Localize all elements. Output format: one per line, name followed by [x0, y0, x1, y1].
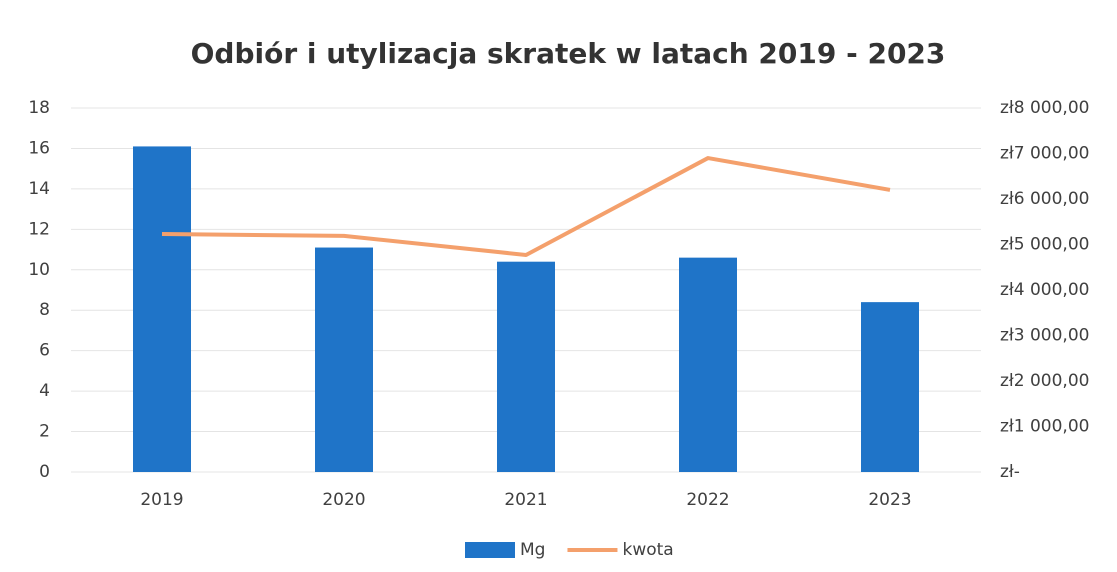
y2-tick-label: zł3 000,00 [1000, 326, 1089, 346]
y2-tick-label: zł- [1000, 462, 1020, 482]
y2-tick-label: zł1 000,00 [1000, 417, 1089, 437]
y2-tick-label: zł4 000,00 [1000, 280, 1089, 300]
x-tick-label: 2022 [686, 490, 729, 510]
legend-label: Mg [520, 540, 545, 560]
y-tick-label: 18 [28, 98, 50, 118]
x-tick-label: 2020 [322, 490, 365, 510]
y-tick-label: 16 [28, 138, 50, 158]
y2-tick-label: zł7 000,00 [1000, 144, 1089, 164]
y-tick-label: 6 [39, 341, 50, 361]
y-tick-label: 10 [28, 260, 50, 280]
y2-tick-label: zł6 000,00 [1000, 189, 1089, 209]
y-tick-label: 8 [39, 300, 50, 320]
x-tick-label: 2023 [868, 490, 911, 510]
y-tick-label: 0 [39, 462, 50, 482]
line [161, 156, 891, 257]
bar [497, 261, 555, 472]
y-tick-label: 12 [28, 219, 50, 239]
bar [315, 247, 373, 472]
bar [861, 302, 919, 472]
x-tick-label: 2021 [504, 490, 547, 510]
y-tick-label: 14 [28, 179, 50, 199]
x-tick-label: 2019 [140, 490, 183, 510]
y2-tick-label: zł2 000,00 [1000, 371, 1089, 391]
bar [679, 257, 737, 472]
chart-title: Odbiór i utylizacja skratek w latach 201… [191, 37, 946, 70]
legend-label: kwota [622, 540, 673, 560]
bar [133, 146, 191, 472]
y-tick-label: 4 [39, 381, 50, 401]
y2-tick-label: zł8 000,00 [1000, 98, 1089, 118]
y2-tick-label: zł5 000,00 [1000, 235, 1089, 255]
legend-swatch [465, 542, 515, 558]
y-tick-label: 2 [39, 422, 50, 442]
